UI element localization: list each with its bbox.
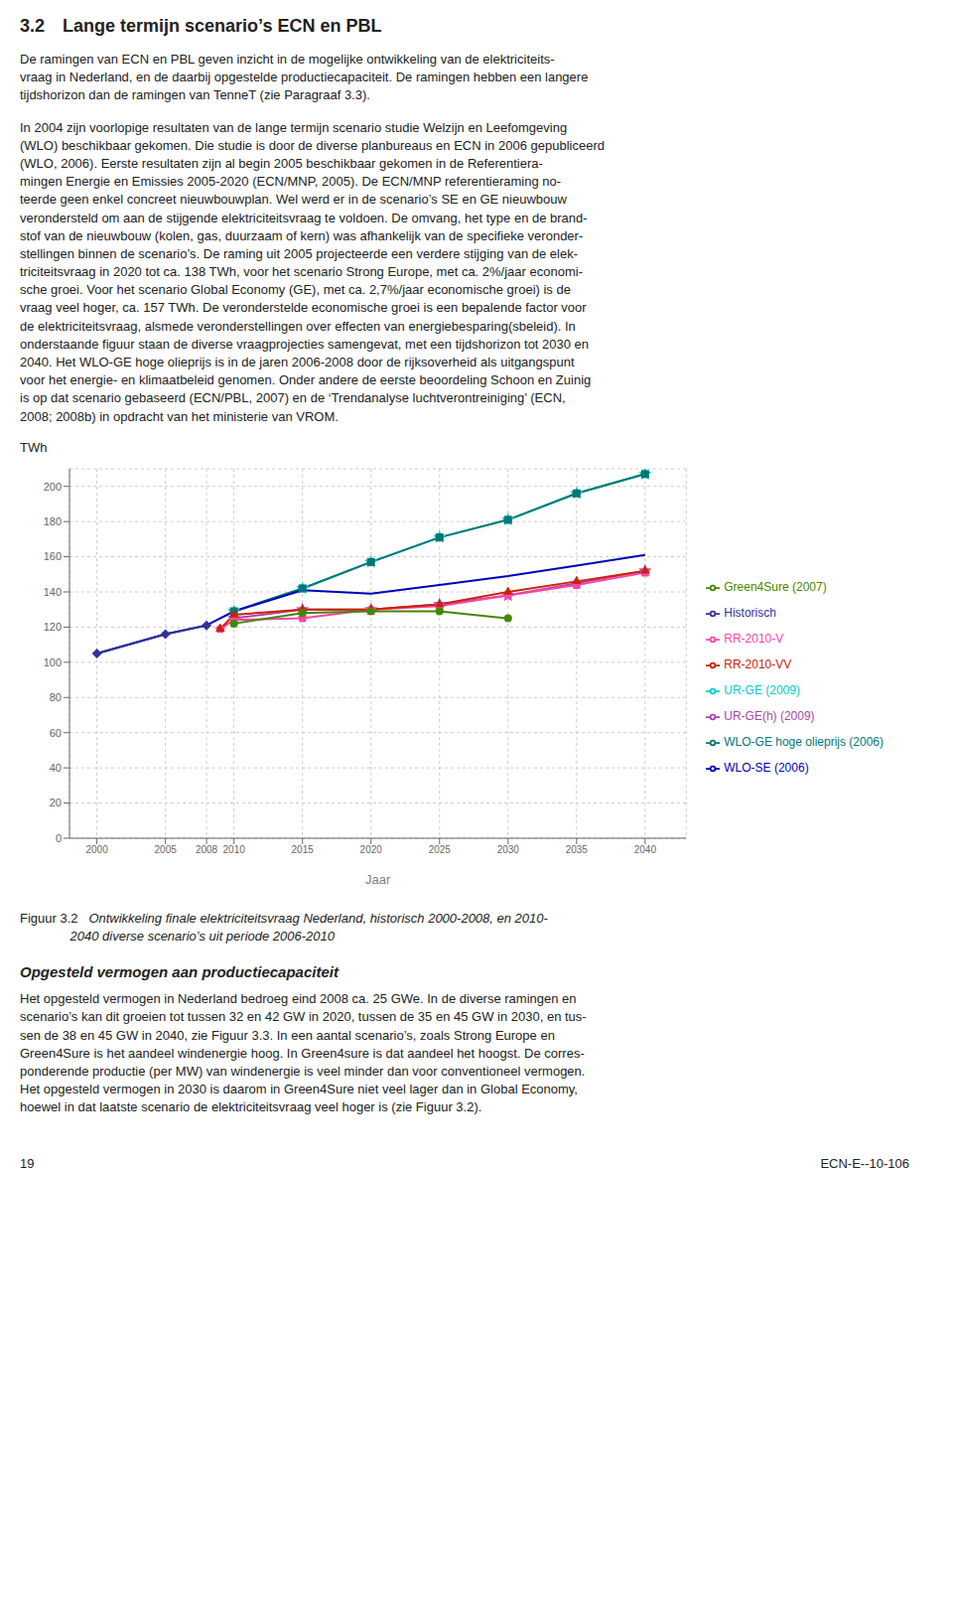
svg-text:2035: 2035	[565, 843, 589, 855]
svg-text:2005: 2005	[154, 843, 178, 855]
svg-text:2030: 2030	[497, 843, 521, 855]
svg-text:2008: 2008	[195, 843, 219, 855]
svg-text:180: 180	[43, 515, 62, 528]
svg-text:2015: 2015	[291, 843, 315, 855]
html-text:Figuur 3.2 Ontwikkeling finale: Figuur 3.2 Ontwikkeling finale elektrici…	[19, 910, 548, 943]
html-text:UR-GE(h) (2009): UR-GE(h) (2009)	[723, 708, 815, 723]
svg-text:120: 120	[43, 620, 62, 633]
html-text:RR-2010-VV: RR-2010-VV	[723, 656, 792, 671]
html-text:Green4Sure (2007): Green4Sure (2007)	[723, 579, 827, 594]
svg-text:2025: 2025	[428, 843, 452, 855]
html-text:UR-GE (2009): UR-GE (2009)	[723, 682, 801, 697]
svg-text:2040: 2040	[634, 843, 658, 855]
svg-text:140: 140	[43, 585, 62, 598]
html-text:RR-2010-V: RR-2010-V	[723, 631, 784, 646]
html-text:TWh: TWh	[19, 439, 48, 455]
svg-text:60: 60	[49, 725, 62, 738]
svg-text:2020: 2020	[360, 843, 384, 855]
html-text:Opgesteld vermogen aan product: Opgesteld vermogen aan productiecapacite…	[19, 963, 339, 980]
html-text:Historisch: Historisch	[723, 605, 777, 620]
svg-text:0: 0	[55, 831, 62, 844]
svg-text:Jaar: Jaar	[365, 871, 392, 887]
html-text:De ramingen van ECN en PBL gev: De ramingen van ECN en PBL geven inzicht…	[19, 51, 589, 103]
svg-text:2000: 2000	[85, 843, 109, 855]
html-text:WLO-SE (2006): WLO-SE (2006)	[723, 760, 809, 775]
svg-text:200: 200	[43, 479, 62, 492]
html-text:In 2004 zijn voorlopige result: In 2004 zijn voorlopige resultaten van d…	[19, 119, 605, 424]
svg-text:100: 100	[43, 656, 62, 669]
svg-text:2010: 2010	[223, 843, 247, 855]
html-text:3.2 Lange termijn scenario’s E: 3.2 Lange termijn scenario’s ECN en PBL	[19, 15, 382, 36]
svg-text:160: 160	[43, 549, 62, 562]
html-text:ECN-E--10-106: ECN-E--10-106	[820, 1155, 910, 1171]
svg-text:40: 40	[49, 761, 62, 774]
html-text:19: 19	[19, 1155, 35, 1171]
svg-text:80: 80	[49, 690, 62, 703]
html-text:Het opgesteld vermogen in Nede: Het opgesteld vermogen in Nederland bedr…	[19, 990, 587, 1115]
html-text:WLO-GE hoge olieprijs (2006): WLO-GE hoge olieprijs (2006)	[723, 734, 884, 749]
svg-text:20: 20	[49, 796, 62, 809]
